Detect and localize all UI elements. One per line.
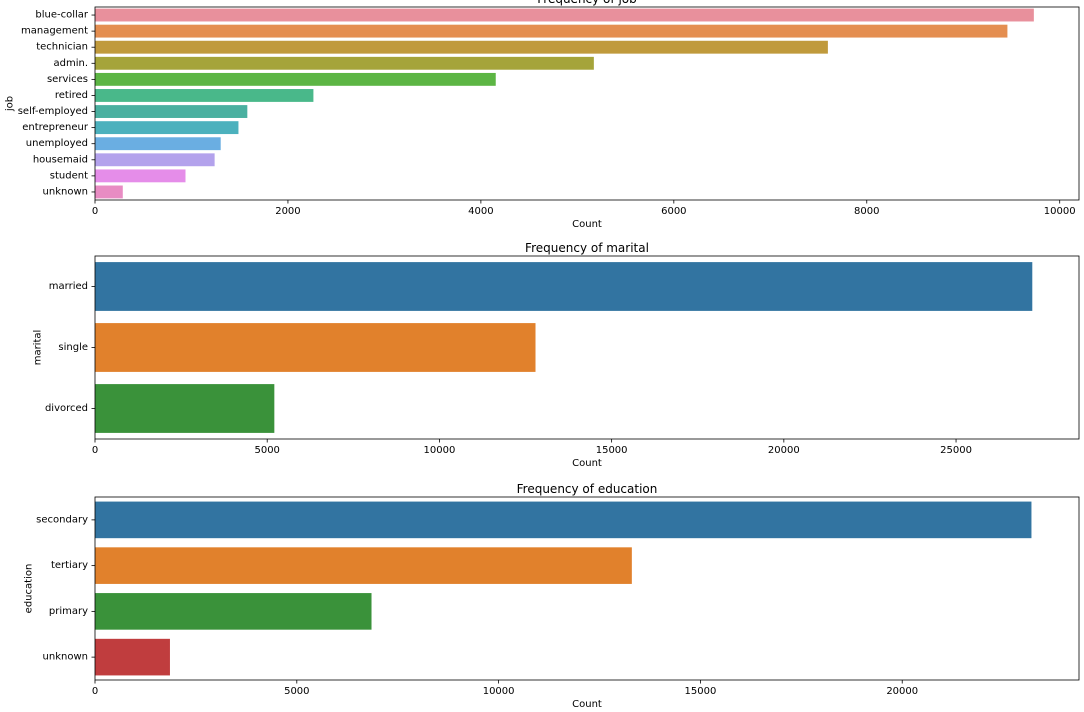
- y-tick-label: unemployed: [26, 138, 88, 149]
- x-tick-label: 10000: [424, 445, 456, 456]
- x-tick-label: 15000: [596, 445, 628, 456]
- y-tick-label: married: [49, 281, 88, 292]
- x-axis-title: Count: [572, 699, 602, 710]
- y-tick-label: self-employed: [18, 106, 88, 117]
- y-tick-label: secondary: [36, 514, 88, 525]
- bar-tertiary: [95, 547, 632, 584]
- bar-self-employed: [95, 105, 248, 118]
- bar-services: [95, 72, 496, 86]
- bar-unemployed: [95, 137, 221, 151]
- bar-entrepreneur: [95, 121, 239, 135]
- y-tick-label: student: [50, 170, 88, 181]
- axes-frame: [94, 496, 1080, 681]
- x-tick-label: 5000: [284, 686, 309, 697]
- bar-married: [95, 262, 1033, 311]
- y-tick-label: blue-collar: [35, 10, 89, 21]
- y-tick-label: unknown: [43, 186, 88, 197]
- bar-single: [95, 323, 536, 372]
- x-tick-label: 20000: [886, 686, 918, 697]
- y-tick-label: management: [21, 26, 88, 37]
- bar-management: [95, 24, 1008, 38]
- bar-retired: [95, 89, 314, 102]
- bar-primary: [95, 593, 372, 630]
- x-tick-label: 2000: [275, 206, 300, 217]
- chart-title: Frequency of job: [537, 0, 636, 6]
- x-tick-label: 5000: [254, 445, 279, 456]
- x-tick-label: 8000: [854, 206, 879, 217]
- x-tick-label: 10000: [483, 686, 515, 697]
- bar-housemaid: [95, 153, 215, 167]
- x-axis-title: Count: [572, 219, 602, 230]
- bar-blue-collar: [95, 8, 1034, 22]
- x-tick-label: 6000: [661, 206, 686, 217]
- chart-education: secondary tertiary primary unknown 0 5000 1000…: [24, 482, 1080, 710]
- x-tick-label: 4000: [468, 206, 493, 217]
- chart-job: blue-collar management technician admin. ser…: [5, 0, 1080, 230]
- x-tick-label: 10000: [1044, 206, 1076, 217]
- x-tick-label: 25000: [940, 445, 972, 456]
- chart-title: Frequency of marital: [525, 241, 649, 255]
- y-tick-label: services: [47, 74, 88, 85]
- y-axis-title: job: [5, 96, 16, 112]
- bar-secondary: [95, 501, 1032, 539]
- y-axis-title: marital: [33, 330, 44, 366]
- x-tick-label: 0: [92, 686, 98, 697]
- y-tick-label: retired: [55, 90, 88, 101]
- x-tick-label: 0: [92, 445, 98, 456]
- y-tick-label: technician: [36, 42, 88, 53]
- bar-unknown: [95, 638, 170, 676]
- bar-technician: [95, 40, 828, 54]
- chart-title: Frequency of education: [517, 482, 658, 496]
- y-tick-label: primary: [49, 606, 88, 617]
- y-tick-label: tertiary: [51, 560, 88, 571]
- bar-divorced: [95, 384, 275, 433]
- bar-unknown: [95, 185, 123, 199]
- y-axis-title: education: [24, 564, 35, 614]
- bar-student: [95, 169, 186, 183]
- y-tick-label: single: [58, 342, 88, 353]
- y-tick-label: unknown: [43, 652, 88, 663]
- y-tick-label: entrepreneur: [22, 122, 89, 133]
- x-tick-label: 15000: [685, 686, 717, 697]
- x-tick-label: 0: [92, 206, 98, 217]
- y-tick-label: divorced: [45, 403, 88, 414]
- chart-marital: married single divorced 0 5000 10000 15000 2000…: [33, 241, 1080, 469]
- x-axis-title: Count: [572, 458, 602, 469]
- axes-frame: [94, 6, 1080, 201]
- x-tick-label: 20000: [768, 445, 800, 456]
- y-tick-label: housemaid: [33, 154, 88, 165]
- bar-admin: [95, 56, 594, 70]
- y-tick-label: admin.: [53, 58, 88, 69]
